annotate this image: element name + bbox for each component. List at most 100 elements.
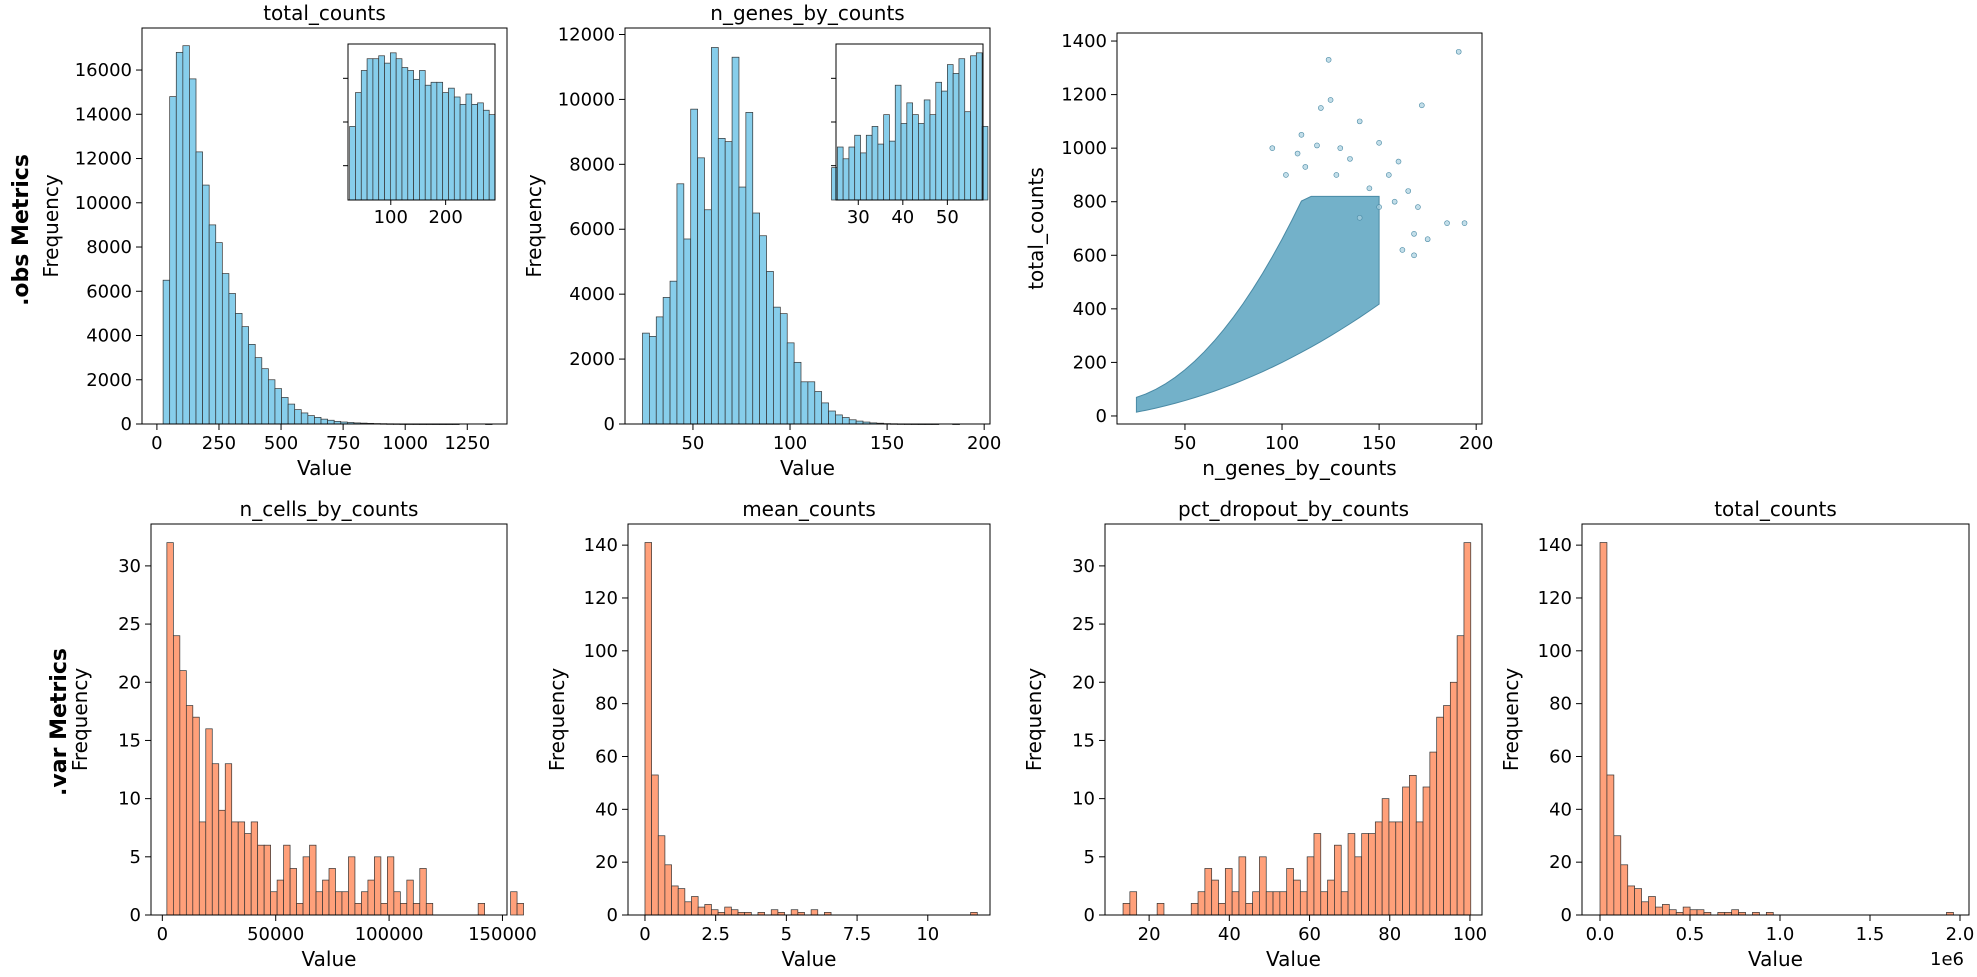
- hist-bar: [821, 402, 829, 425]
- y-tick-label: 8000: [86, 237, 132, 258]
- hist-bar: [1613, 835, 1622, 916]
- hist-bar: [320, 418, 328, 425]
- y-tick-label: 16000: [75, 60, 132, 81]
- hist-bar: [1211, 879, 1219, 916]
- chart-obs-n-genes-by-counts: 50 100 150 200020004000600080001000012000n_…: [522, 1, 1001, 480]
- hist-bar: [419, 868, 427, 916]
- hist-bar: [724, 141, 733, 425]
- hist-bar: [166, 542, 174, 916]
- x-tick-label: 1250: [444, 433, 490, 454]
- var-row-label: .var Metrics: [47, 648, 72, 796]
- hist-bar: [215, 242, 223, 425]
- x-tick-label: 150: [1362, 433, 1396, 454]
- plot-frame: [150, 523, 508, 916]
- hist-bar: [1368, 833, 1376, 916]
- hist-bar: [315, 891, 323, 916]
- hist-bar: [745, 112, 754, 425]
- inset-bar-bar: [401, 67, 409, 201]
- scatter-point: [1391, 198, 1398, 205]
- hist-bar: [786, 342, 795, 425]
- hist-bar: [393, 891, 401, 916]
- x-tick-label: 0.5: [1676, 924, 1705, 945]
- plot-frame: [1581, 523, 1970, 916]
- plot-frame: [624, 27, 991, 425]
- hist-bar: [1696, 909, 1705, 916]
- inset-bar-bar: [975, 52, 983, 201]
- hist-bar: [1606, 774, 1615, 916]
- hist-bar: [752, 212, 760, 425]
- hist-bar: [651, 774, 659, 916]
- y-tick-label: 20: [595, 852, 618, 873]
- hist-bar: [676, 183, 685, 425]
- hist-bar: [477, 903, 485, 916]
- hist-bar: [1463, 542, 1472, 916]
- y-tick-label: 5: [1084, 847, 1095, 868]
- chart-title: n_genes_by_counts: [710, 1, 904, 25]
- hist-bar: [1122, 903, 1131, 916]
- plot-frame: [627, 523, 991, 916]
- scatter-point: [1294, 150, 1301, 157]
- y-tick-label: 60: [1549, 746, 1572, 767]
- x-tick-label: 100: [1453, 924, 1487, 945]
- inset-bar-bar: [471, 103, 478, 201]
- inset-bar-bar: [453, 96, 461, 201]
- scatter-point: [1298, 131, 1305, 138]
- hist-bar: [274, 388, 282, 425]
- hist-bar: [690, 108, 698, 425]
- hist-bar: [814, 391, 823, 425]
- x-tick-label: 0.0: [1586, 924, 1615, 945]
- inset-bar-bar: [378, 55, 385, 201]
- inset-bar-bar: [958, 58, 966, 201]
- hist-bar: [248, 344, 256, 425]
- hist-bar: [387, 856, 395, 916]
- hist-bar: [642, 332, 650, 425]
- hist-bar: [218, 809, 226, 916]
- hist-bar: [1361, 833, 1369, 916]
- y-tick-label: 12000: [75, 149, 132, 170]
- hist-bar: [1306, 856, 1315, 916]
- chart-title: pct_dropout_by_counts: [1178, 497, 1409, 521]
- hist-bar: [335, 891, 343, 916]
- scatter-point: [1399, 247, 1406, 253]
- inset-bar-bar: [384, 62, 391, 201]
- hist-bar: [800, 381, 809, 425]
- hist-bar: [307, 415, 315, 425]
- y-tick-label: 200: [1073, 352, 1107, 373]
- y-tick-label: 80: [1549, 694, 1572, 715]
- hist-bar: [810, 909, 819, 916]
- hist-bar: [1293, 879, 1301, 916]
- scatter-point: [1325, 56, 1332, 63]
- inset-x-tick-label: 100: [374, 207, 408, 228]
- y-tick-label: 10000: [75, 193, 132, 214]
- y-axis-label: Frequency: [39, 174, 63, 277]
- inset-chart: 100 200: [343, 43, 496, 228]
- hist-bar: [268, 379, 276, 425]
- plot-frame: [1116, 32, 1483, 425]
- inset-bar-bar: [836, 146, 844, 201]
- scatter-point: [1314, 142, 1320, 149]
- hist-bar: [185, 705, 194, 916]
- hist-bar: [1190, 903, 1199, 916]
- x-tick-label: 80: [1378, 924, 1401, 945]
- inset-bar-bar: [488, 114, 496, 201]
- hist-bar: [205, 728, 213, 916]
- scatter-point: [1424, 236, 1431, 243]
- hist-bar: [208, 224, 217, 425]
- hist-bar: [717, 138, 726, 425]
- hist-bar: [1395, 821, 1403, 916]
- inset-bar-bar: [372, 58, 380, 201]
- y-tick-label: 14000: [75, 104, 132, 125]
- hist-bar: [399, 903, 408, 916]
- scatter-cloud: [1135, 195, 1380, 413]
- inset-bar-bar: [349, 126, 356, 201]
- x-tick-label: 7.5: [843, 924, 872, 945]
- y-tick-label: 0: [1084, 905, 1095, 926]
- panels: 0 250 500 750 1000 12500200040006000800010000…: [39, 1, 1974, 971]
- hist-bar: [1436, 716, 1444, 916]
- hist-bar: [263, 844, 271, 916]
- y-tick-label: 2000: [569, 349, 615, 370]
- hist-bar: [1197, 891, 1206, 916]
- hist-bar: [766, 271, 774, 425]
- hist-bar: [779, 313, 788, 425]
- hist-bar: [169, 96, 177, 425]
